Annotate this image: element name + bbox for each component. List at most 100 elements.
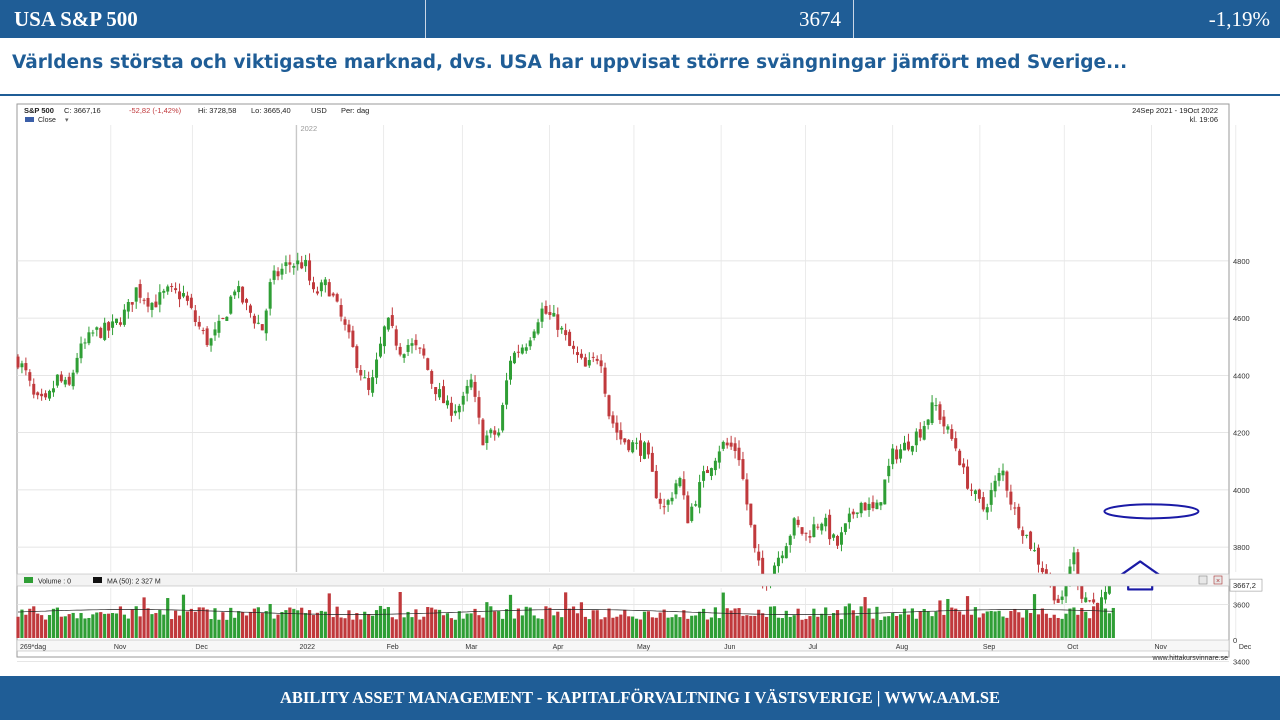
- volume-bar: [307, 610, 312, 638]
- volume-bar: [367, 614, 371, 638]
- candle-body: [185, 295, 189, 301]
- candle-body: [981, 497, 985, 510]
- volume-bar: [595, 610, 599, 638]
- volume-bar: [1036, 614, 1041, 638]
- volume-bar: [240, 612, 245, 638]
- volume-bar: [1060, 618, 1064, 638]
- close-legend-dropdown-icon[interactable]: ▾: [65, 117, 69, 124]
- candle-body: [24, 363, 28, 371]
- volume-bar: [540, 618, 544, 638]
- candle-body: [40, 393, 44, 397]
- volume-bar: [347, 610, 351, 638]
- candle-body: [930, 402, 934, 424]
- candle-body: [142, 299, 146, 301]
- candle-body: [950, 429, 954, 439]
- candle-body: [804, 532, 808, 534]
- candle-body: [816, 526, 820, 528]
- candle-body: [461, 395, 465, 405]
- candle-body: [390, 315, 394, 326]
- candle-body: [304, 259, 308, 267]
- volume-bar: [985, 611, 989, 638]
- candle-body: [1025, 534, 1029, 536]
- x-tick-label: Jul: [809, 644, 818, 651]
- volume-bar: [1111, 607, 1115, 638]
- volume-bar: [142, 597, 146, 638]
- volume-bar: [508, 594, 513, 638]
- candle-body: [536, 322, 540, 334]
- volume-bar: [843, 606, 847, 638]
- volume-bar: [1064, 613, 1068, 638]
- volume-bar: [1040, 608, 1044, 638]
- volume-bar: [1028, 613, 1033, 638]
- volume-bar: [284, 610, 288, 638]
- candle-body: [560, 327, 564, 330]
- maximize-panel-icon[interactable]: [1198, 575, 1208, 585]
- candle-body: [642, 442, 646, 459]
- volume-bar: [977, 617, 981, 638]
- instrument-name: USA S&P 500: [0, 0, 426, 38]
- volume-bar: [229, 607, 233, 638]
- candle-body: [201, 329, 205, 331]
- volume-bar: [272, 618, 276, 638]
- candle-body: [969, 489, 973, 491]
- candle-body: [800, 527, 804, 534]
- volume-bar: [686, 618, 690, 638]
- candle-body: [686, 495, 690, 524]
- candle-body: [280, 268, 284, 275]
- volume-bar: [871, 618, 875, 638]
- volume-bar: [721, 592, 725, 638]
- volume-bar: [99, 612, 103, 638]
- volume-bar: [382, 608, 387, 638]
- volume-ma-line: [17, 609, 1114, 615]
- candle-body: [709, 468, 713, 476]
- candle-body: [505, 380, 509, 405]
- candle-body: [512, 352, 516, 364]
- candle-body: [698, 482, 702, 508]
- candle-body: [1100, 597, 1103, 614]
- volume-bar: [501, 618, 505, 638]
- volume-bar: [418, 619, 422, 638]
- candle-body: [509, 360, 512, 380]
- candle-body: [178, 291, 182, 300]
- candle-body: [95, 327, 99, 330]
- volume-bar: [816, 616, 820, 638]
- volume-bar: [166, 598, 170, 638]
- close-legend-label[interactable]: Close: [38, 117, 56, 124]
- volume-bar: [441, 615, 446, 638]
- y-tick-label: 3800: [1233, 543, 1250, 552]
- volume-bar: [792, 615, 796, 638]
- currency-readout: USD: [311, 106, 327, 115]
- candle-body: [851, 511, 855, 515]
- candle-body: [564, 330, 568, 336]
- volume-bar: [579, 602, 584, 638]
- candle-body: [327, 282, 331, 297]
- close-panel-icon[interactable]: [1213, 575, 1223, 585]
- candle-body: [725, 442, 729, 446]
- candle-body: [938, 404, 942, 420]
- candle-body: [256, 322, 260, 324]
- volume-bar: [993, 611, 997, 638]
- candle-body: [225, 316, 229, 321]
- candle-body: [146, 297, 150, 307]
- candle-body: [733, 443, 737, 452]
- volume-bar: [709, 617, 714, 638]
- candle-body: [962, 463, 966, 468]
- volume-bar: [28, 608, 32, 638]
- volume-bar: [524, 606, 528, 638]
- volume-bar: [560, 617, 564, 638]
- volume-bar: [674, 614, 678, 638]
- volume-bar: [631, 616, 635, 638]
- volume-bar: [449, 618, 453, 638]
- volume-bar: [430, 607, 434, 638]
- volume-bar: [268, 603, 272, 638]
- volume-bar: [965, 596, 970, 638]
- candle-body: [1013, 507, 1017, 509]
- candle-body: [1080, 580, 1084, 599]
- candle-body: [410, 343, 414, 346]
- volume-bar: [634, 618, 639, 638]
- candle-body: [457, 405, 461, 413]
- volume-bar: [394, 619, 398, 638]
- candle-body: [331, 293, 335, 296]
- close-panel-glyph[interactable]: ×: [1216, 578, 1220, 585]
- candle-body: [469, 379, 473, 388]
